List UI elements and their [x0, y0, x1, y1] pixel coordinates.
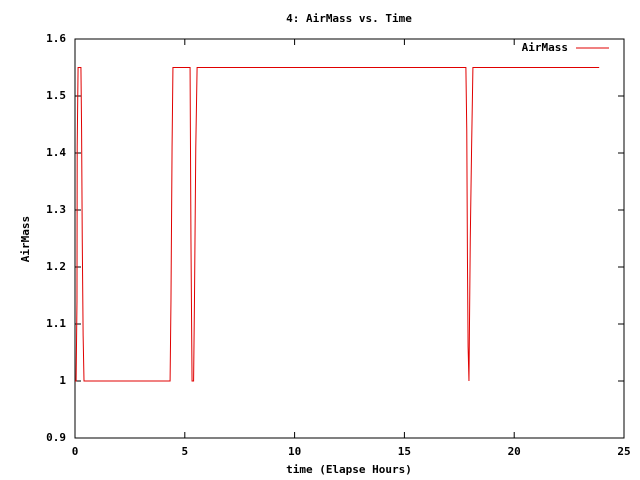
y-tick-label: 1.5: [46, 89, 66, 102]
x-tick-label: 10: [288, 445, 301, 458]
y-axis-label: AirMass: [19, 216, 32, 262]
legend-label: AirMass: [522, 41, 568, 54]
x-tick-label: 25: [617, 445, 630, 458]
y-tick-label: 1.4: [46, 146, 66, 159]
y-tick-label: 1.2: [46, 260, 66, 273]
y-tick-label: 1: [59, 374, 66, 387]
x-tick-label: 0: [72, 445, 79, 458]
y-tick-label: 1.3: [46, 203, 66, 216]
y-tick-label: 0.9: [46, 431, 66, 444]
y-tick-label: 1.6: [46, 32, 66, 45]
data-line: [75, 67, 600, 382]
x-axis-label: time (Elapse Hours): [286, 463, 412, 476]
x-tick-label: 5: [181, 445, 188, 458]
y-tick-label: 1.1: [46, 317, 66, 330]
x-tick-label: 15: [398, 445, 411, 458]
x-tick-label: 20: [508, 445, 521, 458]
plot-border: [74, 38, 625, 439]
chart-title: 4: AirMass vs. Time: [286, 12, 412, 25]
